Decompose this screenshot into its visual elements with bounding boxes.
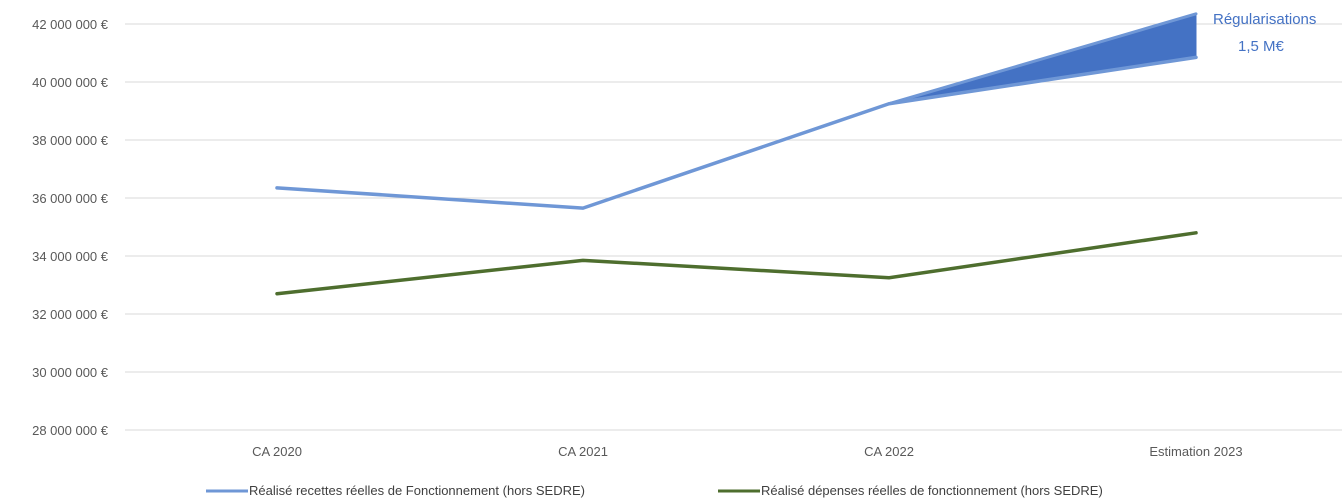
y-tick-label: 38 000 000 € [32,133,109,148]
y-tick-label: 36 000 000 € [32,191,109,206]
y-tick-label: 42 000 000 € [32,17,109,32]
y-axis-ticks: 28 000 000 € 30 000 000 € 32 000 000 € 34 0… [32,17,109,438]
legend: Réalisé recettes réelles de Fonctionneme… [206,483,1103,498]
y-tick-label: 32 000 000 € [32,307,109,322]
y-tick-label: 28 000 000 € [32,423,109,438]
series-lines [275,55,1198,296]
annotation-line-2: 1,5 M€ [1238,38,1285,55]
y-tick-label: 34 000 000 € [32,249,109,264]
regularisation-annotation: Régularisations 1,5 M€ [1213,11,1316,55]
y-tick-label: 30 000 000 € [32,365,109,380]
series-line-depenses [275,231,1198,296]
x-tick-label: Estimation 2023 [1149,444,1242,459]
gridlines [125,23,1342,431]
x-tick-label: CA 2021 [558,444,608,459]
annotation-line-1: Régularisations [1213,11,1316,28]
x-tick-label: CA 2022 [864,444,914,459]
y-tick-label: 40 000 000 € [32,75,109,90]
legend-label-recettes: Réalisé recettes réelles de Fonctionneme… [249,483,585,498]
x-tick-label: CA 2020 [252,444,302,459]
regularisation-upper-edge [887,12,1198,106]
regularisation-band [887,12,1198,106]
legend-label-depenses: Réalisé dépenses réelles de fonctionneme… [761,483,1103,498]
x-axis-ticks: CA 2020 CA 2021 CA 2022 Estimation 2023 [252,444,1243,459]
series-line-recettes [275,55,1198,210]
